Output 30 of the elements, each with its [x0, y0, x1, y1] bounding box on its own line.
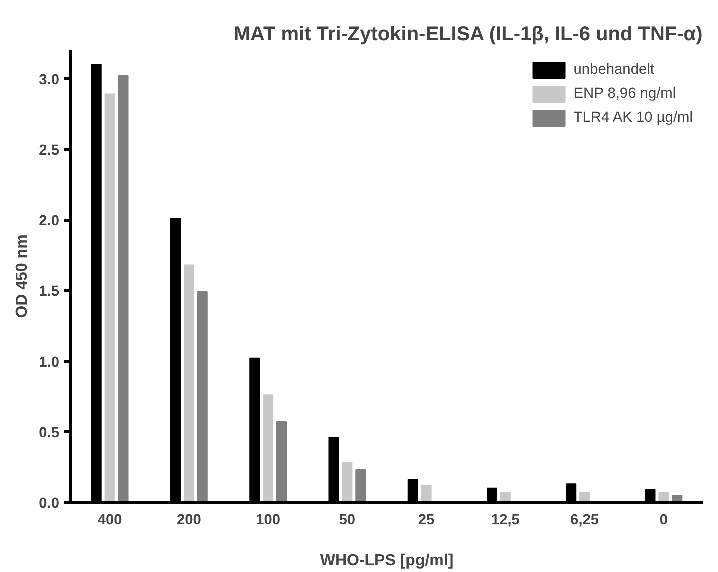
chart-title: MAT mit Tri-Zytokin-ELISA (IL-1β, IL-6 und TNF-α) [234, 24, 703, 46]
legend-label: ENP 8,96 ng/ml [574, 86, 676, 102]
bar [276, 421, 288, 502]
bar [342, 462, 353, 502]
legend-label: unbehandelt [574, 62, 654, 78]
y-axis-title: OD 450 nm [14, 234, 32, 318]
x-tick-label: 25 [418, 512, 435, 528]
bar [421, 485, 432, 502]
y-tick-label: 2.5 [39, 142, 60, 159]
bar [356, 470, 366, 502]
x-tick-label: 100 [256, 512, 281, 528]
y-tick-label: 0.5 [39, 425, 60, 442]
y-tick-label: 0.0 [39, 496, 60, 512]
bar [184, 264, 194, 502]
x-tick-label: 0 [660, 512, 668, 528]
bar [263, 394, 274, 502]
x-tick-label: 6,25 [570, 512, 600, 528]
x-axis-title: WHO-LPS [pg/ml] [320, 552, 454, 570]
y-tick-label: 3.0 [39, 72, 60, 88]
y-tick-label: 1.0 [39, 354, 60, 371]
bar [104, 94, 116, 502]
bar [197, 292, 208, 502]
x-tick-label: 200 [176, 512, 202, 528]
x-tick-label: 400 [98, 512, 122, 528]
x-tick-label: 50 [339, 512, 356, 528]
bar [118, 75, 129, 502]
y-tick-label: 2.0 [39, 214, 60, 230]
y-tick-label: 1.5 [39, 284, 60, 300]
x-tick-label: 12,5 [491, 512, 520, 528]
legend-label: TLR4 AK 10 µg/ml [574, 110, 693, 126]
